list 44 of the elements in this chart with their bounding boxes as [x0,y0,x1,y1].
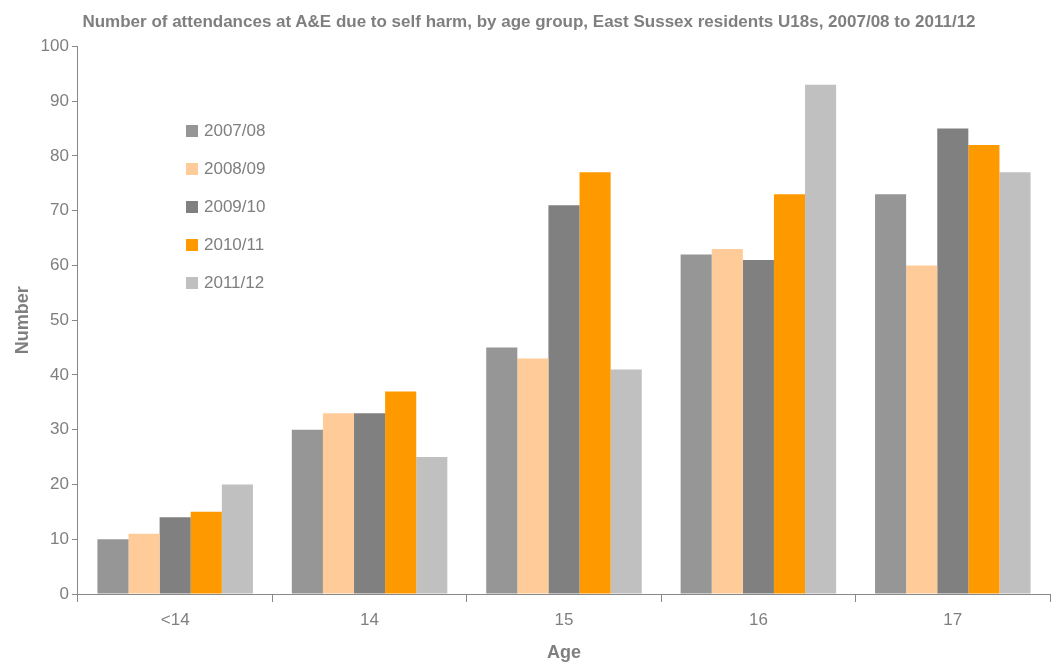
legend-label: 2009/10 [204,197,266,217]
y-tick-label: 30 [50,419,69,439]
bar [128,533,160,594]
bar [322,413,355,594]
bar [385,391,417,594]
bar [416,457,448,594]
bar [190,511,222,594]
x-tick-label: 16 [748,609,768,629]
x-tick-label: 15 [554,609,574,629]
x-axis-title: Age [546,642,581,663]
y-tick-label: 70 [50,200,69,220]
bar [97,539,129,594]
bar [968,144,1000,594]
bar [486,347,518,594]
bar [579,172,611,594]
bar [610,369,642,594]
y-tick-label: 40 [50,364,69,384]
legend-label: 2008/09 [204,159,266,179]
legend-label: 2011/12 [204,273,265,293]
y-tick-label: 20 [50,474,69,494]
y-tick-label: 0 [59,583,69,603]
legend-label: 2010/11 [204,235,265,255]
bar [773,194,806,594]
chart-title: Number of attendances at A&E due to self harm, by age group, East Sussex residents U18s, 2007/08 to 2011/12 [82,11,976,31]
y-tick-label: 100 [40,36,69,56]
bar [906,265,938,594]
bar [711,249,743,594]
y-tick-label: 10 [50,528,69,548]
bar [291,429,323,594]
bar [221,484,253,594]
bar [517,358,549,594]
x-tick-label: 14 [360,609,380,629]
bar [999,172,1031,594]
y-tick-label: 80 [50,145,69,165]
bar [875,194,907,594]
y-tick-label: 90 [50,90,69,110]
x-tick-label: 17 [943,609,963,629]
y-tick-label: 60 [50,255,69,275]
bar [805,84,837,594]
bar [680,254,712,594]
legend-label: 2007/08 [204,121,266,141]
y-axis-title: Number [11,286,32,355]
x-tick-label: <14 [160,609,190,629]
y-tick-label: 50 [50,309,69,329]
